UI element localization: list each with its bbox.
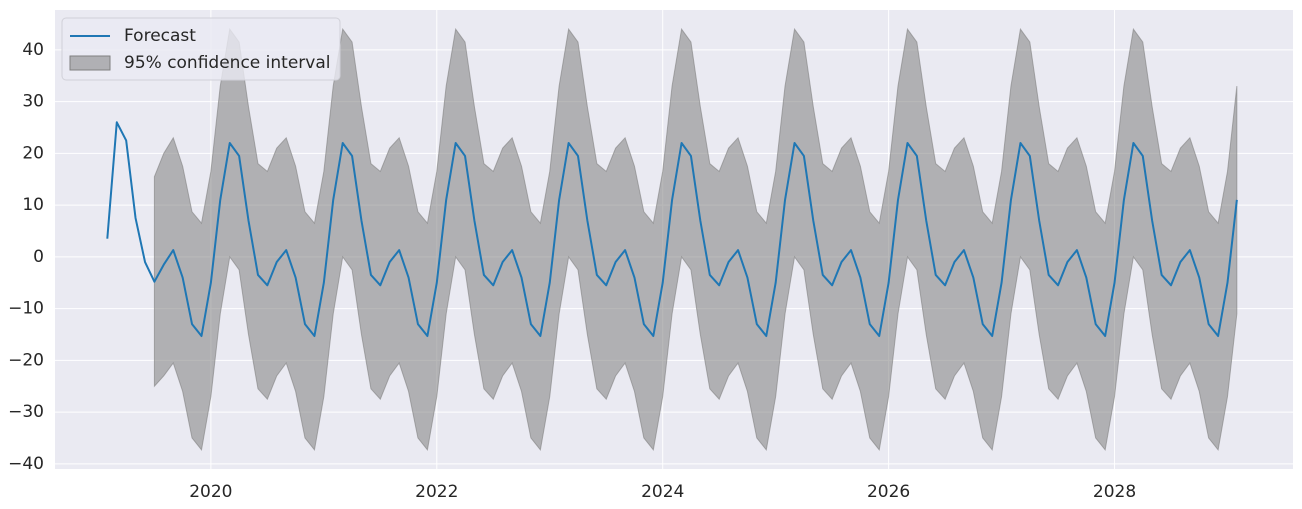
- y-tick-label: −30: [8, 402, 44, 422]
- y-tick-label: 10: [22, 195, 44, 215]
- y-tick-label: 40: [22, 40, 44, 60]
- x-tick-label: 2022: [415, 482, 458, 502]
- x-tick-label: 2024: [641, 482, 684, 502]
- y-tick-label: 30: [22, 92, 44, 112]
- y-tick-label: 0: [33, 247, 44, 267]
- legend-label: Forecast: [124, 26, 196, 46]
- x-tick-label: 2026: [867, 482, 910, 502]
- forecast-line: [106, 121, 1238, 338]
- x-tick-label: 2020: [189, 482, 232, 502]
- y-tick-label: −10: [8, 299, 44, 319]
- confidence-band: [153, 27, 1238, 452]
- marks: [106, 27, 1238, 452]
- axes: −40 −30 −20 −10 0 10 20 30 40 2020 2022 2024 2026 202…: [8, 40, 1136, 502]
- y-tick-label: −40: [8, 454, 44, 474]
- y-tick-label: −20: [8, 350, 44, 370]
- x-tick-label: 2028: [1093, 482, 1136, 502]
- legend: Forecast 95% confidence interval: [61, 17, 341, 81]
- y-tick-label: 20: [22, 143, 44, 163]
- legend-swatch: [69, 55, 111, 71]
- legend-box: [61, 17, 341, 81]
- legend-label: 95% confidence interval: [124, 53, 330, 73]
